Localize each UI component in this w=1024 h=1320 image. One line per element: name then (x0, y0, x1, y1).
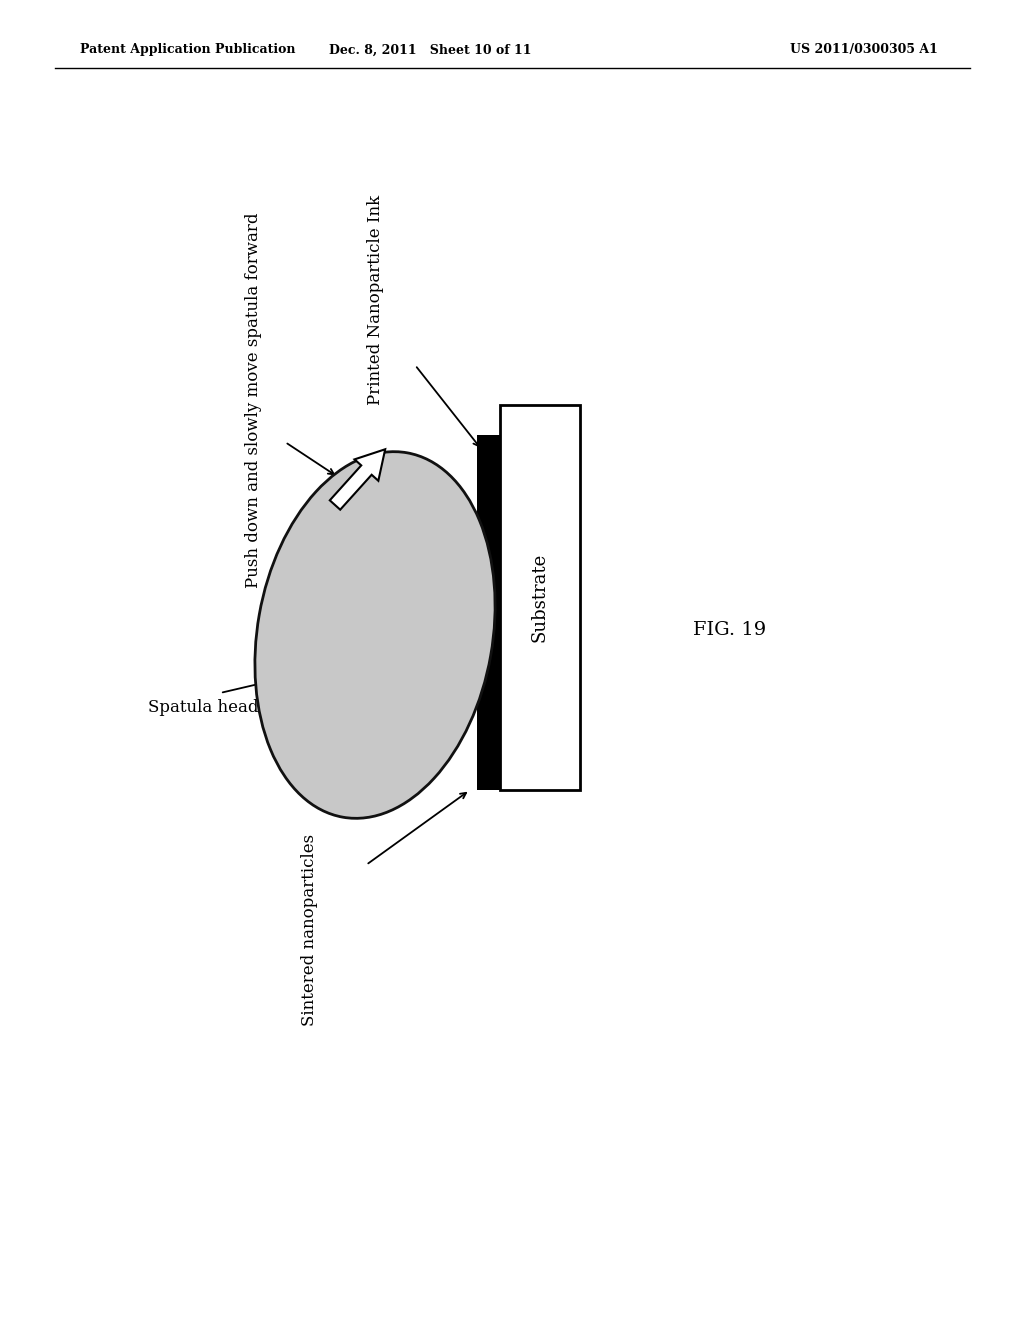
Ellipse shape (255, 451, 495, 818)
Bar (477, 436, 503, 766)
Text: Dec. 8, 2011   Sheet 10 of 11: Dec. 8, 2011 Sheet 10 of 11 (329, 44, 531, 57)
FancyArrow shape (330, 449, 385, 510)
Text: FIG. 19: FIG. 19 (693, 620, 767, 639)
Text: Patent Application Publication: Patent Application Publication (80, 44, 296, 57)
Text: Printed Nanoparticle Ink: Printed Nanoparticle Ink (367, 195, 384, 405)
Bar (477, 762, 503, 789)
Bar (500, 405, 580, 789)
Text: Spatula head: Spatula head (148, 700, 258, 717)
Text: Sintered nanoparticles: Sintered nanoparticles (301, 834, 318, 1026)
Text: Substrate: Substrate (531, 553, 549, 642)
Text: US 2011/0300305 A1: US 2011/0300305 A1 (790, 44, 938, 57)
Text: Push down and slowly move spatula forward: Push down and slowly move spatula forwar… (245, 213, 261, 587)
